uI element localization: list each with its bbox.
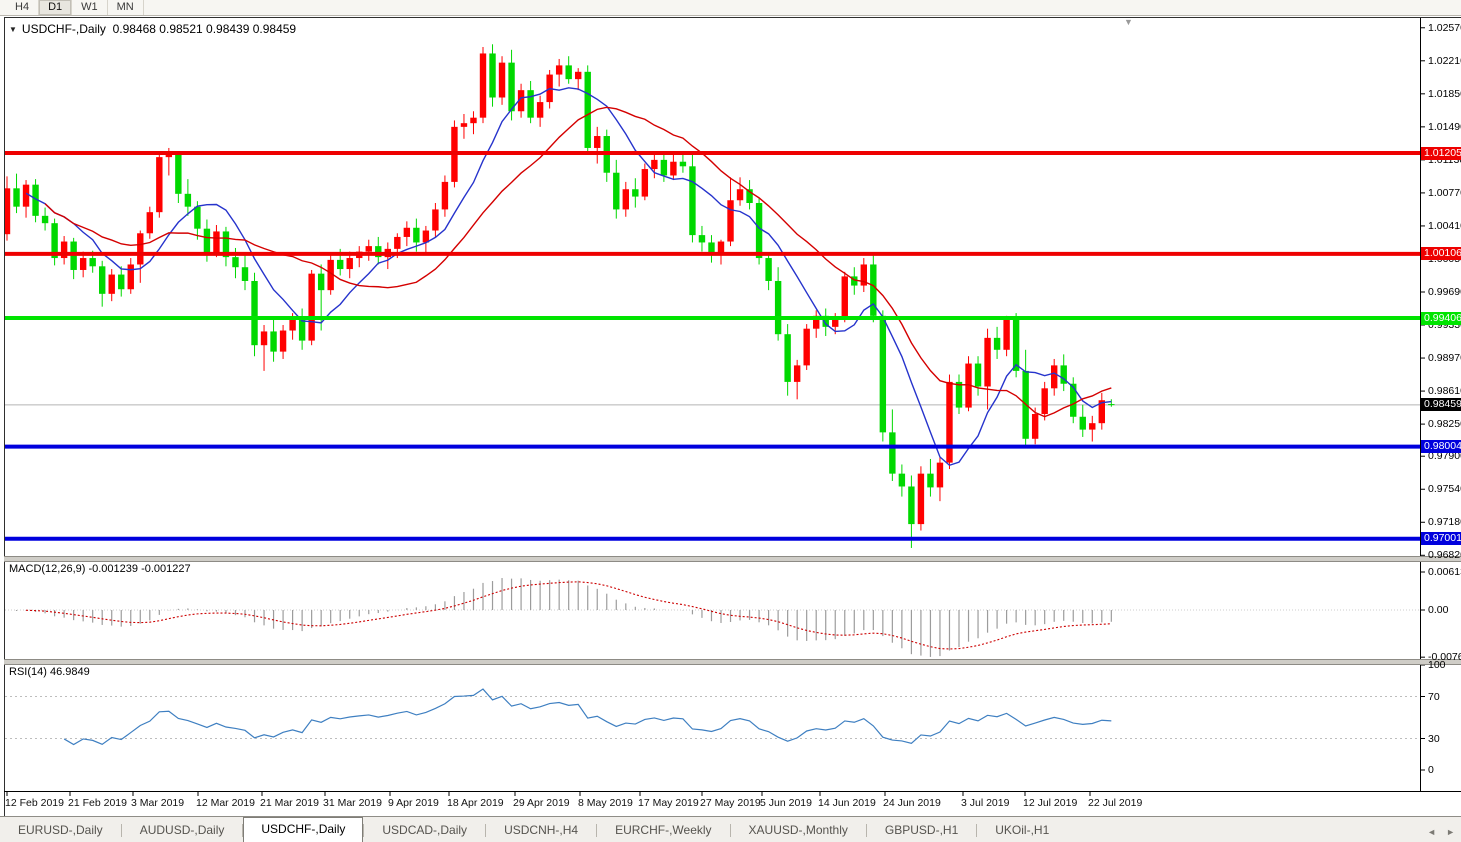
timeframe-toolbar: H4 D1 W1 MN: [0, 0, 1461, 16]
chart-tab-ukoil[interactable]: UKOil-,H1: [995, 823, 1050, 837]
price-axis-tick: 1.00770: [1428, 186, 1461, 199]
rsi-axis-tick: 30: [1428, 732, 1440, 745]
panel-splitter-macd[interactable]: [4, 556, 1461, 562]
chart-tab-audusd[interactable]: AUDUSD-,Daily: [139, 823, 225, 837]
rsi-line: [63, 688, 1112, 746]
date-axis-label: 5 Jun 2019: [760, 797, 812, 809]
rsi-axis-tick: 100: [1428, 659, 1446, 671]
tab-separator: [485, 824, 487, 837]
macd-axis-tick: 0.00613: [1428, 566, 1461, 578]
macd-histogram: [15, 578, 1112, 657]
date-axis-label: 8 May 2019: [578, 797, 633, 809]
timeframe-button-mn[interactable]: MN: [108, 0, 144, 15]
tab-separator: [596, 824, 598, 837]
chart-tab-usdcad[interactable]: USDCAD-,Daily: [382, 823, 468, 837]
date-axis-label: 27 May 2019: [700, 797, 761, 809]
rsi-axis-tick: 0: [1428, 764, 1434, 776]
timeframe-button-d1[interactable]: D1: [39, 0, 73, 15]
date-axis-label: 9 Apr 2019: [388, 797, 439, 809]
date-axis-label: 24 Jun 2019: [883, 797, 941, 809]
level-price-tag: 0.99406: [1421, 311, 1461, 325]
chart-tab-eurusd[interactable]: EURUSD-,Daily: [18, 823, 103, 837]
timeframe-button-w1[interactable]: W1: [72, 0, 108, 15]
chart-tab-eurchf[interactable]: EURCHF-,Weekly: [615, 823, 712, 837]
tab-separator: [120, 824, 122, 837]
date-axis-label: 3 Jul 2019: [961, 797, 1010, 809]
tab-separator: [242, 824, 244, 837]
chart-tab-xauusd[interactable]: XAUUSD-,Monthly: [748, 823, 848, 837]
timeframe-button-h4[interactable]: H4: [6, 0, 40, 15]
date-axis-label: 12 Feb 2019: [5, 797, 64, 809]
tab-scroll-left-icon[interactable]: ◄: [1427, 827, 1437, 837]
chart-symbol-label: USDCHF-,Daily: [21, 22, 106, 36]
date-axis-label: 21 Feb 2019: [68, 797, 127, 809]
symbol-dropdown-icon[interactable]: ▼: [9, 25, 17, 34]
chart-ohlc-values: 0.98468 0.98521 0.98439 0.98459: [112, 22, 297, 36]
tab-separator: [363, 824, 365, 837]
macd-panel: [5, 578, 1420, 657]
tab-separator: [976, 824, 978, 837]
level-price-tag: 1.01205: [1421, 146, 1461, 160]
date-axis-label: 14 Jun 2019: [818, 797, 876, 809]
rsi-axis-tick: 70: [1428, 690, 1440, 703]
date-axis-label: 3 Mar 2019: [131, 797, 185, 809]
tab-separator: [729, 824, 731, 837]
candlestick-series: [5, 44, 1115, 548]
tab-scroll-right-icon[interactable]: ►: [1446, 827, 1455, 837]
panel-splitter-rsi[interactable]: [4, 659, 1461, 665]
ma-slow-line: [44, 106, 1112, 418]
price-axis-tick: 1.01850: [1428, 87, 1461, 100]
level-price-tag: 1.00106: [1421, 247, 1461, 261]
chart-tabs: EURUSD-,Daily AUDUSD-,Daily USDCHF-,Daily U…: [0, 816, 1461, 842]
date-axis-label: 31 Mar 2019: [323, 797, 382, 809]
macd-axis-tick: 0.00: [1428, 604, 1449, 616]
main-price-panel: [5, 44, 1420, 548]
date-axis-label: 12 Jul 2019: [1023, 797, 1078, 809]
current-price-tag: 0.98459: [1421, 398, 1461, 412]
macd-indicator-label: MACD(12,26,9) -0.001239 -0.001227: [9, 563, 191, 575]
rsi-indicator-label: RSI(14) 46.9849: [9, 666, 90, 678]
chart-tab-gbpusd[interactable]: GBPUSD-,H1: [884, 823, 959, 837]
date-axis-label: 18 Apr 2019: [447, 797, 504, 809]
chart-title: ▼ USDCHF-,Daily 0.98468 0.98521 0.98439 0…: [9, 22, 296, 36]
chart-shift-icon[interactable]: ▼: [1124, 17, 1133, 27]
chart-tab-usdchf[interactable]: USDCHF-,Daily: [243, 817, 364, 842]
level-price-tag: 0.97001: [1421, 532, 1461, 546]
date-axis-label: 12 Mar 2019: [196, 797, 255, 809]
price-axis-tick: 1.02570: [1428, 21, 1461, 34]
price-axis-tick: 1.02210: [1428, 54, 1461, 67]
tab-separator: [865, 824, 867, 837]
price-axis-tick: 1.01490: [1428, 120, 1461, 133]
date-axis-label: 17 May 2019: [638, 797, 699, 809]
level-price-tag: 0.98004: [1421, 440, 1461, 454]
chart-tab-usdcnh[interactable]: USDCNH-,H4: [504, 823, 579, 837]
date-axis-label: 22 Jul 2019: [1088, 797, 1143, 809]
ma-fast-line: [25, 87, 1112, 467]
rsi-panel: [5, 688, 1420, 746]
date-axis-label: 21 Mar 2019: [260, 797, 319, 809]
date-axis-label: 29 Apr 2019: [513, 797, 570, 809]
